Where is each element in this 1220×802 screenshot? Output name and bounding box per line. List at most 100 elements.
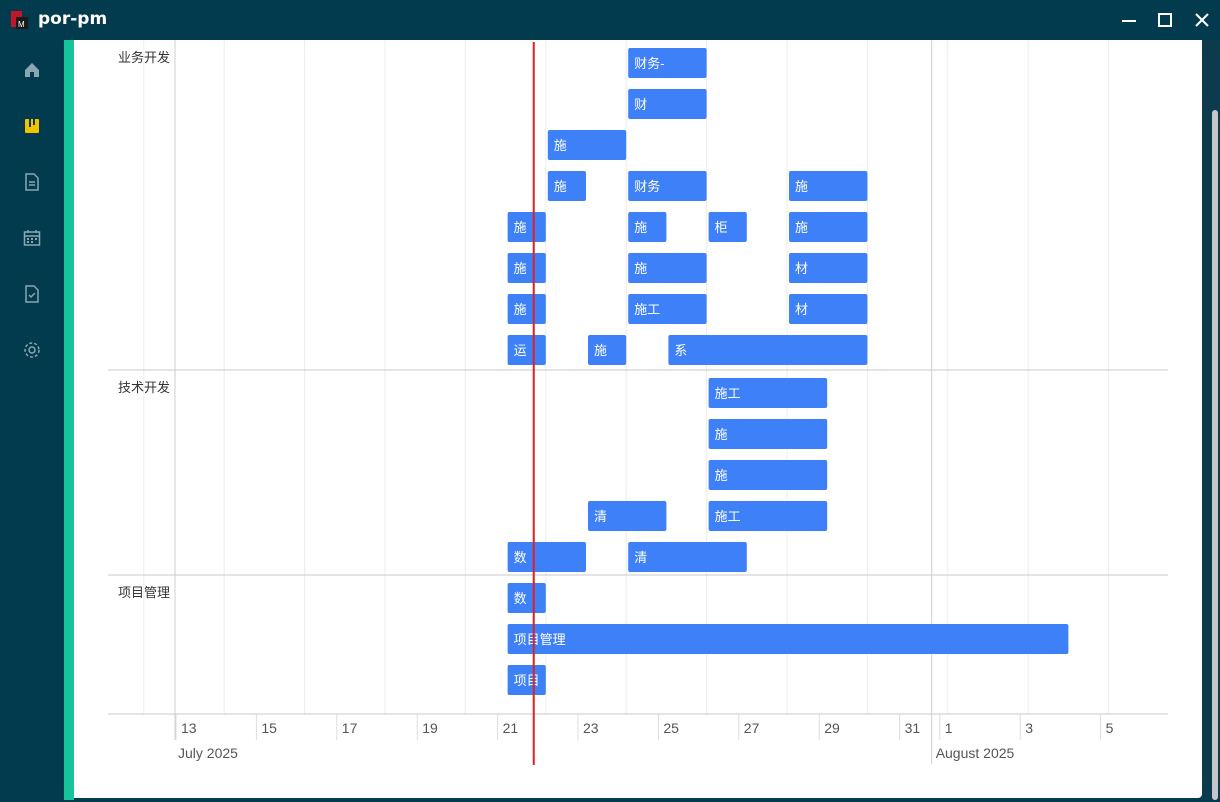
axis-tick-label: 13	[181, 720, 197, 736]
task-bar[interactable]: 清	[588, 501, 667, 531]
settings-icon	[24, 342, 40, 358]
axis-tick-label: 5	[1106, 720, 1114, 736]
task-bar-fill[interactable]	[789, 171, 868, 201]
task-bar-fill[interactable]	[507, 583, 546, 613]
task-bar-fill[interactable]	[507, 624, 1069, 654]
task-bar-label: 施	[634, 220, 647, 235]
task-bar-fill[interactable]	[789, 253, 868, 283]
task-bar[interactable]: 施工	[708, 378, 828, 408]
nav-documents[interactable]	[20, 170, 44, 194]
task-bar-fill[interactable]	[547, 130, 627, 160]
task-bar[interactable]: 施	[507, 253, 546, 283]
task-bar-fill[interactable]	[668, 335, 868, 365]
task-bar-fill[interactable]	[628, 48, 707, 78]
nav-settings[interactable]	[20, 338, 44, 362]
group-label: 技术开发	[118, 380, 170, 396]
app-logo-icon: M	[11, 11, 28, 29]
month-label: July 2025	[178, 745, 238, 761]
document-icon	[25, 173, 39, 191]
task-bar-label: 运	[514, 343, 527, 358]
task-bar[interactable]: 施	[588, 335, 627, 365]
task-bar[interactable]: 施	[789, 171, 868, 201]
svg-text:M: M	[18, 20, 25, 29]
task-bar-label: 财务	[634, 179, 660, 194]
task-bar[interactable]: 施	[708, 460, 828, 490]
task-bar-label: 施	[795, 220, 808, 235]
task-bar[interactable]: 施	[547, 130, 627, 160]
home-icon	[25, 63, 39, 77]
task-bar[interactable]: 施工	[628, 294, 707, 324]
task-bar-label: 清	[634, 550, 647, 565]
task-bar-fill[interactable]	[588, 501, 667, 531]
task-bar[interactable]: 财	[628, 89, 707, 119]
task-bar-label: 施	[514, 302, 527, 317]
task-bar-fill[interactable]	[507, 335, 546, 365]
task-bar-fill[interactable]	[708, 378, 828, 408]
task-bar[interactable]: 财务	[628, 171, 707, 201]
nav-calendar[interactable]	[20, 226, 44, 250]
axis-tick-label: 1	[945, 720, 953, 736]
task-bar-fill[interactable]	[628, 89, 707, 119]
task-bar-fill[interactable]	[708, 501, 828, 531]
close-icon	[1195, 13, 1209, 27]
task-bar-label: 清	[594, 509, 607, 524]
task-bar[interactable]: 施	[507, 212, 546, 242]
task-bar[interactable]: 清	[628, 542, 747, 572]
task-bar[interactable]: 数	[507, 583, 546, 613]
nav-tasks[interactable]	[20, 282, 44, 306]
task-bar[interactable]: 数	[507, 542, 586, 572]
task-bar-fill[interactable]	[507, 253, 546, 283]
task-bar[interactable]: 材	[789, 253, 868, 283]
task-bar-fill[interactable]	[628, 294, 707, 324]
task-bar-fill[interactable]	[588, 335, 627, 365]
task-bar-label: 施	[514, 261, 527, 276]
task-bar-fill[interactable]	[708, 212, 747, 242]
task-bar[interactable]: 材	[789, 294, 868, 324]
axis-tick-label: 27	[744, 720, 760, 736]
task-bar-label: 财	[634, 97, 647, 112]
task-bar-label: 施	[514, 220, 527, 235]
axis-tick-label: 21	[503, 720, 519, 736]
task-bar-label: 施工	[634, 302, 660, 317]
scrollbar-thumb[interactable]	[1212, 110, 1218, 800]
task-bar-fill[interactable]	[507, 212, 546, 242]
task-bar-fill[interactable]	[547, 171, 586, 201]
maximize-button[interactable]	[1153, 8, 1177, 32]
task-bar-fill[interactable]	[507, 294, 546, 324]
close-button[interactable]	[1190, 8, 1214, 32]
task-bar[interactable]: 施	[789, 212, 868, 242]
task-bar[interactable]: 项目管理	[507, 624, 1069, 654]
task-bar[interactable]: 施	[547, 171, 586, 201]
task-bar[interactable]: 柜	[708, 212, 747, 242]
task-bar-fill[interactable]	[708, 460, 828, 490]
task-bar-label: 施	[715, 427, 728, 442]
nav-projects[interactable]	[20, 114, 44, 138]
task-bar-fill[interactable]	[628, 542, 747, 572]
sidebar	[0, 40, 64, 800]
task-bar[interactable]: 运	[507, 335, 546, 365]
task-bar-fill[interactable]	[708, 419, 828, 449]
task-bar-fill[interactable]	[789, 212, 868, 242]
task-bar[interactable]: 施	[708, 419, 828, 449]
task-bar-fill[interactable]	[507, 542, 586, 572]
task-bar-fill[interactable]	[507, 665, 546, 695]
task-bar-fill[interactable]	[789, 294, 868, 324]
nav-home[interactable]	[20, 58, 44, 82]
task-bar-fill[interactable]	[628, 253, 707, 283]
task-bar-label: 施工	[715, 509, 741, 524]
task-bar[interactable]: 系	[668, 335, 868, 365]
task-bar[interactable]: 项目	[507, 665, 546, 695]
task-bar-label: 项目	[514, 673, 540, 688]
minimize-button[interactable]	[1117, 8, 1141, 32]
active-section-accent	[64, 40, 74, 800]
task-bar[interactable]: 施工	[708, 501, 828, 531]
task-bar-label: 施工	[715, 386, 741, 401]
task-bar-fill[interactable]	[628, 212, 667, 242]
task-bar[interactable]: 施	[507, 294, 546, 324]
task-bar-label: 施	[795, 179, 808, 194]
task-bar[interactable]: 施	[628, 253, 707, 283]
task-bar[interactable]: 财务-	[628, 48, 707, 78]
task-bar-fill[interactable]	[628, 171, 707, 201]
task-bar-label: 施	[594, 343, 607, 358]
task-bar[interactable]: 施	[628, 212, 667, 242]
